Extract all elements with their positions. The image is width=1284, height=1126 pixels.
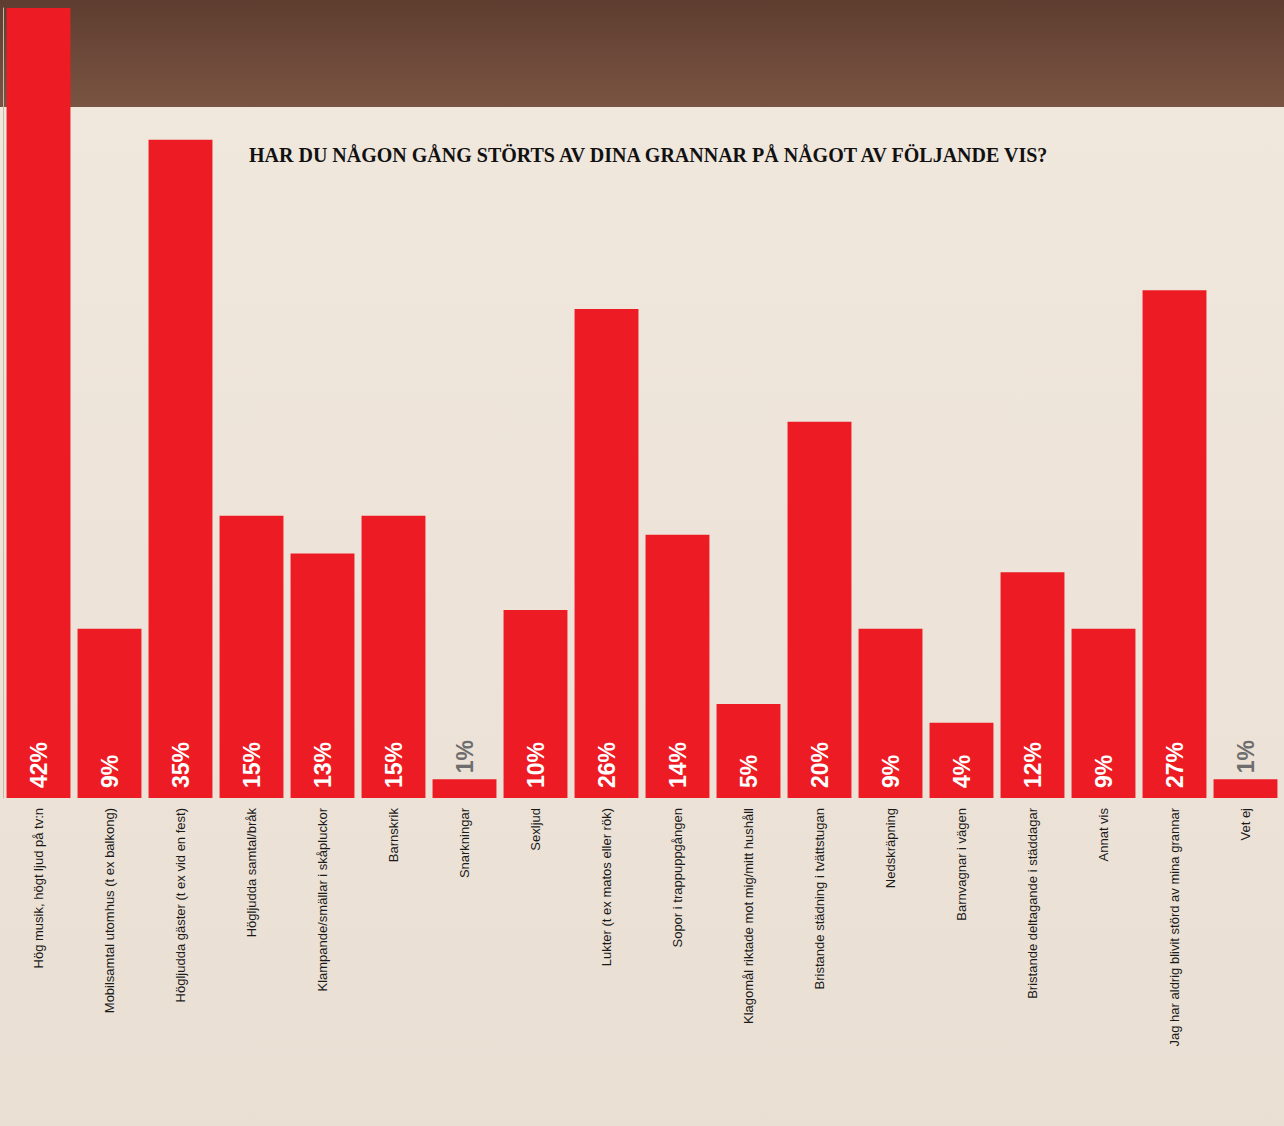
svg-text:Lukter (t ex matos eller rök): Lukter (t ex matos eller rök) [599,808,614,966]
svg-text:Bristande deltagande i städdag: Bristande deltagande i städdagar [1025,807,1040,998]
svg-text:Bristande städning i tvättstug: Bristande städning i tvättstugan [812,808,827,989]
svg-text:Vet ej: Vet ej [1238,808,1253,841]
svg-text:Annat vis: Annat vis [1096,808,1111,862]
svg-text:9%: 9% [97,755,123,788]
svg-text:27%: 27% [1162,742,1188,788]
svg-text:14%: 14% [665,742,691,788]
svg-text:Högljudda gäster (t ex vid en: Högljudda gäster (t ex vid en fest) [173,808,188,1002]
svg-text:Klagomål riktade mot mig/mitt: Klagomål riktade mot mig/mitt hushåll [741,808,756,1024]
svg-text:35%: 35% [168,742,194,788]
svg-text:Snarkningar: Snarkningar [457,807,472,878]
svg-text:Nedskräpning: Nedskräpning [883,808,898,888]
svg-text:Hög musik, högt ljud på tv:n: Hög musik, högt ljud på tv:n [31,808,46,968]
svg-text:9%: 9% [878,755,904,788]
svg-text:15%: 15% [381,742,407,788]
svg-text:Högljudda samtal/bråk: Högljudda samtal/bråk [244,808,259,938]
svg-text:Barnvagnar i vägen: Barnvagnar i vägen [954,808,969,921]
svg-text:Klampande/smällar i skåpluckor: Klampande/smällar i skåpluckor [315,807,330,991]
svg-text:Sexljud: Sexljud [528,808,543,851]
svg-text:42%: 42% [26,742,52,788]
svg-text:Mobilsamtal utomhus (t ex balk: Mobilsamtal utomhus (t ex balkong) [102,808,117,1013]
svg-text:20%: 20% [807,742,833,788]
svg-text:12%: 12% [1020,742,1046,788]
svg-text:4%: 4% [949,755,975,788]
svg-text:1%: 1% [1233,740,1259,773]
svg-text:5%: 5% [736,755,762,788]
svg-text:13%: 13% [310,742,336,788]
svg-text:Sopor i trappuppgången: Sopor i trappuppgången [670,808,685,948]
svg-text:15%: 15% [239,742,265,788]
svg-text:Barnskrik: Barnskrik [386,808,401,863]
svg-text:1%: 1% [452,740,478,773]
svg-text:HAR DU NÅGON GÅNG STÖRTS AV DI: HAR DU NÅGON GÅNG STÖRTS AV DINA GRANNAR… [249,144,1047,166]
svg-text:10%: 10% [523,742,549,788]
svg-text:26%: 26% [594,742,620,788]
svg-text:Jag har aldrig blivit störd av: Jag har aldrig blivit störd av mina gran… [1167,807,1182,1046]
svg-text:9%: 9% [1091,755,1117,788]
